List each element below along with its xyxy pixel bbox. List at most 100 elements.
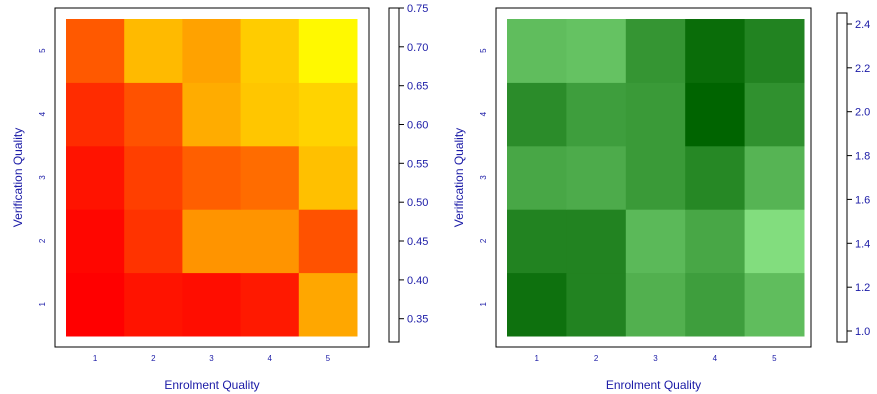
plot-frame xyxy=(495,7,812,348)
x-tick-label: 2 xyxy=(151,354,156,363)
heatmap-cell xyxy=(566,272,627,337)
heatmap-cell xyxy=(507,82,567,147)
x-tick-label: 4 xyxy=(713,354,718,363)
x-axis-title: Enrolment Quality xyxy=(164,378,259,392)
heatmap-cell xyxy=(240,82,300,147)
colorbar-tick-label: 1.0 xyxy=(855,326,870,338)
colorbar-tick-label: 0.50 xyxy=(407,197,428,209)
heatmap-panel-2: 1 2 3 4 5 1 2 3 4 5 Enrolment Quality Verification … xyxy=(452,7,870,392)
heatmap-cell xyxy=(685,82,746,147)
heatmap-cell xyxy=(566,19,627,83)
x-tick-label: 3 xyxy=(209,354,214,363)
heatmap-cell xyxy=(507,272,567,337)
heatmap-cell xyxy=(685,272,746,337)
colorbar-box xyxy=(836,12,848,343)
heatmap-cell xyxy=(182,272,242,337)
x-tick-label: 4 xyxy=(267,354,272,363)
heatmap-cell xyxy=(124,209,183,274)
heatmap-panel-1: 1 2 3 4 5 1 2 3 4 5 Enrolment Quality Verification … xyxy=(11,3,428,392)
colorbar-box xyxy=(388,7,400,343)
colorbar-tick-label: 0.75 xyxy=(407,3,428,15)
colorbar-tick-label: 0.60 xyxy=(407,120,428,132)
colorbar-tick-label: 0.35 xyxy=(407,314,428,326)
heatmap-cell xyxy=(625,209,686,274)
heatmap-cell xyxy=(66,19,125,83)
y-tick-label: 4 xyxy=(479,111,488,116)
heatmap-cell xyxy=(240,19,300,83)
y-tick-label: 1 xyxy=(38,302,47,307)
y-tick-label: 3 xyxy=(38,175,47,180)
heatmap-cell xyxy=(744,145,805,210)
colorbar-tick-label: 0.45 xyxy=(407,236,428,248)
colorbar-tick-label: 0.65 xyxy=(407,81,428,93)
plot-frame xyxy=(54,7,370,348)
x-tick-label: 2 xyxy=(594,354,599,363)
heatmap-cell xyxy=(66,145,125,210)
heatmap-cell xyxy=(182,145,242,210)
heatmap-cell xyxy=(66,272,125,337)
y-tick-label: 4 xyxy=(38,111,47,116)
heatmap-cell xyxy=(298,19,358,83)
colorbar-tick-label: 0.70 xyxy=(407,42,428,54)
colorbar-tick-label: 1.4 xyxy=(855,238,870,250)
heatmap-cell xyxy=(124,82,183,147)
colorbar: 0.35 0.40 0.45 0.50 0.55 0.60 0.65 0.70 0.75 xyxy=(388,3,428,343)
heatmap-cell xyxy=(298,82,358,147)
x-tick-label: 1 xyxy=(93,354,98,363)
heatmap-cell xyxy=(744,209,805,274)
heatmap-cell xyxy=(240,145,300,210)
y-tick-label: 1 xyxy=(479,302,488,307)
x-tick-label: 5 xyxy=(772,354,777,363)
x-axis-title: Enrolment Quality xyxy=(606,378,701,392)
x-tick-label: 1 xyxy=(534,354,539,363)
heatmap-cell xyxy=(685,145,746,210)
heatmap-cell xyxy=(744,272,805,337)
heatmap-cell xyxy=(685,19,746,83)
heatmap-cell xyxy=(566,145,627,210)
heatmap-cell xyxy=(566,82,627,147)
heatmap-cell xyxy=(298,209,358,274)
y-tick-label: 3 xyxy=(479,175,488,180)
y-tick-label: 2 xyxy=(38,238,47,243)
y-tick-label: 5 xyxy=(479,48,488,53)
heatmap-cell xyxy=(182,82,242,147)
heatmap-cell xyxy=(744,82,805,147)
x-tick-label: 3 xyxy=(653,354,658,363)
y-axis-title: Verification Quality xyxy=(11,128,25,227)
heatmap-cell xyxy=(625,145,686,210)
heatmap-cell xyxy=(66,209,125,274)
heatmap-cell xyxy=(566,209,627,274)
colorbar-tick-label: 1.8 xyxy=(855,151,870,163)
colorbar-tick-label: 1.2 xyxy=(855,282,870,294)
colorbar: 1.0 1.2 1.4 1.6 1.8 2.0 2.2 2.4 xyxy=(836,12,870,343)
colorbar-tick-label: 2.4 xyxy=(855,19,870,31)
heatmap-cell xyxy=(625,82,686,147)
y-tick-label: 2 xyxy=(479,238,488,243)
colorbar-tick-label: 2.0 xyxy=(855,107,870,119)
colorbar-tick-label: 2.2 xyxy=(855,63,870,75)
heatmap-cell xyxy=(182,19,242,83)
heatmap-cell xyxy=(507,209,567,274)
heatmap-cell xyxy=(685,209,746,274)
y-tick-label: 5 xyxy=(38,48,47,53)
heatmap-cell xyxy=(240,209,300,274)
heatmap-cell xyxy=(507,145,567,210)
x-tick-label: 5 xyxy=(326,354,331,363)
heatmap-cell xyxy=(507,19,567,83)
heatmap-cell xyxy=(298,145,358,210)
colorbar-tick-label: 0.55 xyxy=(407,158,428,170)
colorbar-tick-label: 1.6 xyxy=(855,194,870,206)
heatmap-cell xyxy=(124,19,183,83)
y-axis-title: Verification Quality xyxy=(452,128,466,227)
heatmap-cell xyxy=(124,272,183,337)
heatmap-cell xyxy=(298,272,358,337)
heatmap-cell xyxy=(182,209,242,274)
heatmap-cell xyxy=(66,82,125,147)
heatmap-cell xyxy=(240,272,300,337)
heatmap-cell xyxy=(625,272,686,337)
heatmap-cell xyxy=(625,19,686,83)
heatmap-cell xyxy=(124,145,183,210)
colorbar-tick-label: 0.40 xyxy=(407,275,428,287)
heatmap-cell xyxy=(744,19,805,83)
